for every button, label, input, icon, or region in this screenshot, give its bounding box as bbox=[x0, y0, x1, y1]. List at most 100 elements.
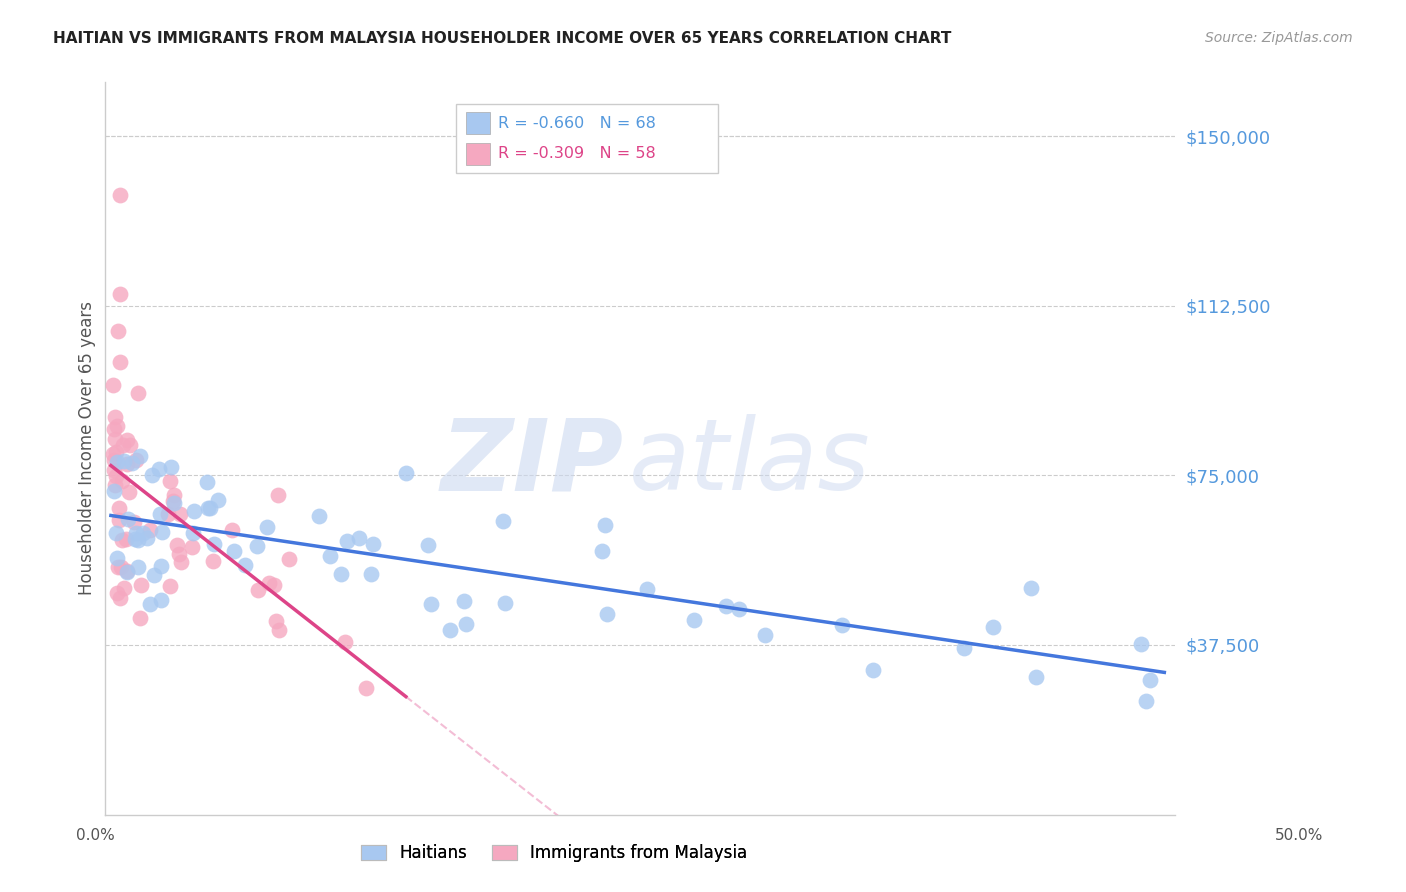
Point bbox=[224, 544, 246, 558]
Point bbox=[108, 500, 131, 515]
Point bbox=[125, 526, 148, 541]
Point bbox=[104, 433, 127, 447]
Point bbox=[163, 488, 186, 502]
Point bbox=[201, 554, 224, 568]
Point bbox=[278, 552, 301, 566]
Point bbox=[1019, 581, 1042, 595]
Point bbox=[169, 555, 191, 569]
Point bbox=[266, 614, 288, 628]
Point bbox=[335, 533, 357, 548]
Point bbox=[115, 457, 138, 471]
Point bbox=[105, 455, 128, 469]
Point bbox=[754, 628, 776, 642]
Point bbox=[122, 515, 145, 529]
Point bbox=[267, 488, 290, 502]
Point bbox=[862, 663, 884, 677]
Point bbox=[330, 567, 353, 582]
Text: ZIP: ZIP bbox=[440, 415, 624, 511]
Point bbox=[453, 594, 475, 608]
Point bbox=[105, 525, 128, 540]
Point bbox=[117, 511, 139, 525]
Point bbox=[111, 474, 134, 488]
Point bbox=[395, 466, 418, 480]
Point bbox=[104, 445, 127, 459]
Point bbox=[308, 509, 330, 524]
Point bbox=[107, 512, 129, 526]
Point bbox=[104, 409, 127, 424]
Point bbox=[148, 462, 170, 476]
Point bbox=[159, 460, 181, 475]
Point bbox=[233, 558, 256, 572]
Point bbox=[416, 538, 439, 552]
Point bbox=[103, 378, 125, 392]
Point bbox=[132, 526, 155, 541]
Point bbox=[593, 517, 616, 532]
Point bbox=[454, 617, 477, 632]
Point bbox=[1139, 673, 1161, 687]
Point bbox=[112, 438, 135, 452]
Point bbox=[636, 582, 658, 596]
Point bbox=[103, 453, 125, 467]
Point bbox=[267, 623, 290, 637]
Point bbox=[221, 523, 243, 537]
Text: 0.0%: 0.0% bbox=[76, 829, 115, 843]
Point bbox=[198, 501, 221, 516]
Point bbox=[117, 484, 139, 499]
Point bbox=[115, 565, 138, 579]
Point bbox=[595, 607, 617, 621]
Point bbox=[181, 526, 204, 541]
Point bbox=[149, 508, 172, 522]
Point bbox=[257, 575, 280, 590]
Point bbox=[831, 618, 853, 632]
Point bbox=[105, 468, 128, 483]
Point bbox=[163, 496, 186, 510]
Point bbox=[149, 558, 172, 573]
Point bbox=[107, 586, 129, 600]
Point bbox=[159, 475, 181, 489]
Point bbox=[166, 538, 188, 552]
Point bbox=[141, 468, 163, 483]
Point bbox=[107, 324, 129, 338]
Point bbox=[361, 537, 384, 551]
Point bbox=[124, 533, 146, 547]
Point bbox=[197, 500, 219, 515]
Point bbox=[142, 568, 165, 582]
Point bbox=[103, 484, 125, 499]
FancyBboxPatch shape bbox=[467, 112, 489, 134]
Point bbox=[420, 597, 443, 611]
Point bbox=[127, 533, 149, 548]
Point bbox=[152, 525, 174, 540]
Point bbox=[347, 531, 370, 545]
Point bbox=[246, 539, 269, 553]
Point bbox=[138, 597, 160, 611]
Point bbox=[1130, 637, 1153, 651]
FancyBboxPatch shape bbox=[456, 103, 718, 173]
Point bbox=[319, 549, 342, 563]
Point bbox=[136, 531, 159, 545]
Point bbox=[129, 611, 152, 625]
Point bbox=[111, 533, 134, 547]
Point bbox=[953, 640, 976, 655]
Point bbox=[118, 438, 141, 452]
Text: R = -0.309   N = 58: R = -0.309 N = 58 bbox=[499, 146, 657, 161]
Point bbox=[1025, 670, 1047, 684]
Point bbox=[108, 591, 131, 605]
Text: R = -0.660   N = 68: R = -0.660 N = 68 bbox=[499, 116, 657, 131]
Point bbox=[169, 507, 191, 521]
Point bbox=[728, 601, 751, 615]
Point bbox=[127, 560, 149, 574]
Point bbox=[110, 355, 132, 369]
Point bbox=[112, 582, 135, 596]
Point bbox=[105, 550, 128, 565]
Point bbox=[115, 532, 138, 546]
Point bbox=[180, 540, 202, 554]
Point bbox=[714, 599, 737, 613]
Point bbox=[494, 596, 516, 610]
Point bbox=[162, 493, 184, 508]
Point bbox=[103, 477, 125, 491]
Text: atlas: atlas bbox=[628, 415, 870, 511]
Text: Source: ZipAtlas.com: Source: ZipAtlas.com bbox=[1205, 31, 1353, 45]
Point bbox=[105, 419, 128, 434]
Point bbox=[129, 578, 152, 592]
Y-axis label: Householder Income Over 65 years: Householder Income Over 65 years bbox=[79, 301, 96, 595]
